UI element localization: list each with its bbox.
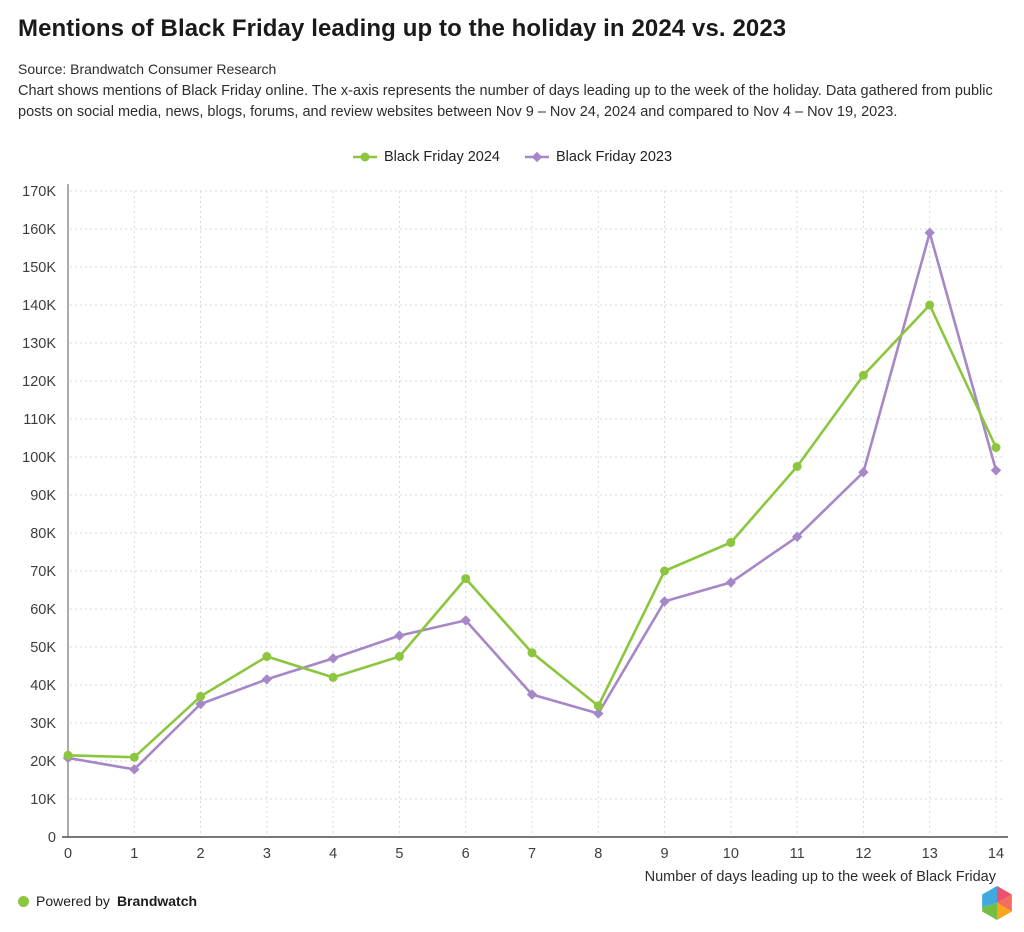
chart-description: Chart shows mentions of Black Friday onl… (18, 83, 993, 120)
y-tick-label: 150K (22, 260, 56, 276)
x-tick-label: 14 (988, 846, 1004, 862)
data-point-black-friday-2023 (990, 465, 1002, 476)
y-tick-label: 20K (30, 754, 56, 770)
data-point-black-friday-2024 (196, 691, 206, 701)
data-point-black-friday-2023 (460, 615, 471, 626)
x-tick-label: 8 (594, 846, 602, 862)
data-point-black-friday-2024 (792, 462, 802, 471)
brandwatch-dot-icon (18, 895, 29, 907)
legend-item-black-friday-2024[interactable]: Black Friday 2024 (352, 149, 500, 165)
x-tick-label: 4 (329, 846, 337, 862)
x-tick-label: 7 (528, 846, 536, 862)
data-point-black-friday-2024 (461, 574, 471, 584)
data-point-black-friday-2023 (327, 653, 339, 664)
data-point-black-friday-2023 (526, 689, 538, 700)
powered-by-text: Powered by (36, 893, 110, 909)
data-point-black-friday-2023 (791, 531, 803, 542)
data-point-black-friday-2024 (660, 566, 670, 576)
source-text: Source: Brandwatch Consumer Research (18, 61, 277, 77)
data-point-black-friday-2024 (328, 672, 338, 682)
y-tick-label: 100K (22, 450, 56, 466)
line-diamond-marker-icon (525, 151, 549, 163)
chart-legend: Black Friday 2024 Black Friday 2023 (0, 149, 1024, 165)
x-tick-label: 12 (855, 846, 871, 862)
y-tick-label: 130K (22, 336, 56, 352)
page-title: Mentions of Black Friday leading up to t… (18, 15, 787, 42)
y-tick-label: 90K (30, 488, 56, 504)
data-point-black-friday-2024 (63, 750, 73, 760)
data-point-black-friday-2024 (925, 300, 935, 310)
data-point-black-friday-2024 (262, 652, 272, 661)
x-tick-label: 5 (395, 846, 403, 862)
y-tick-label: 140K (22, 298, 56, 314)
y-tick-label: 0 (48, 830, 56, 846)
data-point-black-friday-2024 (527, 648, 537, 658)
legend-label: Black Friday 2023 (556, 149, 673, 165)
powered-by-badge: Powered by Brandwatch (18, 893, 197, 909)
line-circle-marker-icon (352, 152, 377, 162)
y-tick-label: 60K (30, 602, 56, 618)
y-tick-label: 10K (30, 792, 56, 808)
data-point-black-friday-2023 (261, 674, 273, 685)
x-tick-label: 6 (462, 846, 470, 862)
x-tick-label: 13 (922, 846, 938, 862)
y-tick-label: 70K (30, 564, 56, 580)
x-tick-label: 10 (723, 846, 739, 862)
y-tick-label: 30K (30, 716, 56, 732)
y-tick-label: 120K (22, 374, 56, 390)
data-point-black-friday-2024 (394, 652, 404, 661)
data-point-black-friday-2023 (858, 467, 869, 478)
data-point-black-friday-2024 (726, 538, 736, 547)
brandwatch-logo-icon (982, 886, 1012, 920)
x-tick-label: 2 (197, 846, 205, 862)
y-tick-label: 40K (30, 678, 56, 694)
y-tick-label: 50K (30, 640, 56, 656)
data-point-black-friday-2023 (924, 227, 935, 238)
x-tick-label: 3 (263, 846, 271, 862)
y-tick-label: 160K (22, 222, 56, 238)
data-point-black-friday-2023 (394, 630, 405, 641)
x-tick-label: 9 (661, 846, 669, 862)
data-point-black-friday-2023 (129, 764, 140, 775)
legend-label: Black Friday 2024 (383, 149, 500, 165)
data-point-black-friday-2024 (991, 443, 1001, 452)
brand-name: Brandwatch (116, 893, 198, 909)
x-tick-label: 11 (790, 846, 805, 862)
x-tick-label: 0 (64, 846, 72, 862)
data-point-black-friday-2023 (593, 708, 604, 719)
y-tick-label: 170K (22, 184, 56, 200)
y-tick-label: 80K (30, 526, 56, 542)
data-point-black-friday-2023 (725, 577, 737, 588)
data-point-black-friday-2023 (659, 596, 670, 607)
x-tick-label: 1 (130, 846, 138, 862)
x-axis-title: Number of days leading up to the week of… (645, 869, 997, 885)
y-tick-label: 110K (23, 412, 56, 428)
data-point-black-friday-2024 (129, 752, 139, 762)
legend-item-black-friday-2023[interactable]: Black Friday 2023 (524, 149, 672, 165)
data-point-black-friday-2023 (195, 698, 206, 710)
data-point-black-friday-2024 (858, 370, 868, 380)
data-point-black-friday-2024 (593, 701, 603, 711)
